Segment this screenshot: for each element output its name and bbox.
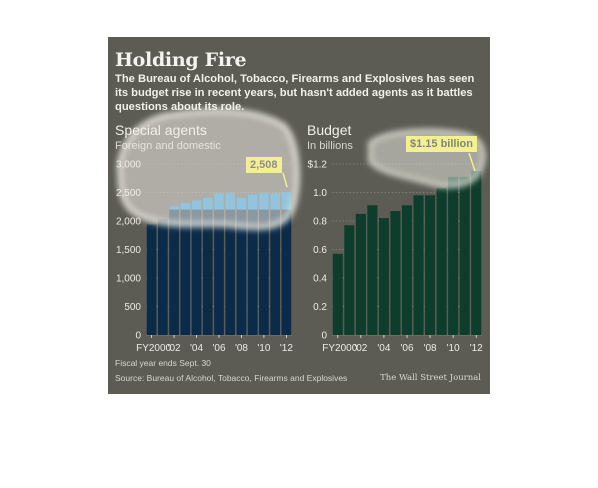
x-tick-label: '06 (400, 343, 413, 354)
bar (169, 206, 179, 335)
x-tick-label: '12 (280, 343, 293, 354)
bar (448, 176, 459, 335)
bar (355, 213, 366, 335)
bar (378, 218, 389, 335)
bar (344, 225, 355, 335)
y-tick-label: 500 (124, 302, 141, 313)
budget-callout: $1.15 billion (406, 136, 477, 152)
bar (436, 188, 447, 335)
x-tick-label: '02 (168, 343, 181, 354)
bar (146, 224, 157, 335)
y-tick-label: 0.8 (313, 217, 327, 228)
budget-callout-pointer (468, 152, 476, 172)
x-tick-label: '10 (257, 343, 270, 354)
bar (390, 211, 401, 335)
bar (367, 205, 378, 335)
bar (281, 192, 292, 335)
x-tick-label: '04 (190, 343, 203, 354)
y-tick-label: 0.2 (313, 302, 327, 313)
x-tick-label: '10 (447, 343, 460, 354)
y-tick-label: 1,500 (116, 245, 141, 256)
bar (459, 176, 470, 335)
x-tick-label: '04 (377, 343, 390, 354)
y-tick-label: 1,000 (116, 274, 141, 285)
bar (270, 193, 281, 335)
bar (225, 193, 236, 335)
x-tick-label: '02 (354, 343, 367, 354)
bar (191, 200, 202, 335)
bar (247, 194, 258, 335)
y-tick-label: 0.6 (313, 245, 327, 256)
budget-chart-subtitle: In billions (307, 140, 353, 152)
page-subtitle: The Bureau of Alcohol, Tobacco, Firearms… (115, 73, 475, 113)
chart-card: Holding Fire The Bureau of Alcohol, Toba… (108, 37, 490, 394)
bar (214, 193, 224, 335)
bar (259, 193, 269, 335)
publisher-credit: The Wall Street Journal (380, 373, 481, 383)
budget-chart-title: Budget (307, 122, 352, 138)
bar (413, 195, 424, 335)
x-tick-label: '06 (212, 343, 225, 354)
bar (471, 171, 482, 335)
page-title: Holding Fire (115, 49, 247, 71)
y-tick-label: $1.2 (308, 160, 328, 171)
budget-chart: 0 0.2 0.4 0.6 0.8 1.0 $1.2 FY2000'02 '04 '06 '08 '1… (308, 152, 483, 354)
y-tick-label: 1.0 (313, 188, 327, 199)
bar (180, 202, 191, 335)
x-tick-label: '08 (424, 343, 437, 354)
x-tick-label: '12 (470, 343, 483, 354)
y-tick-label: 0.4 (313, 274, 327, 285)
bar (157, 219, 168, 335)
y-tick-label: 0 (321, 331, 327, 342)
x-tick-label: FY2000 (322, 343, 357, 354)
agents-callout: 2,508 (246, 157, 282, 173)
fiscal-year-note: Fiscal year ends Sept. 30 (115, 358, 211, 368)
bar (425, 195, 436, 335)
y-tick-label: 0 (135, 331, 141, 342)
bar (332, 253, 343, 335)
bar (202, 197, 213, 335)
x-tick-label: FY2000 (136, 343, 171, 354)
bar (236, 197, 247, 335)
x-tick-label: '08 (235, 343, 248, 354)
source-note: Source: Bureau of Alcohol, Tobacco, Fire… (115, 373, 348, 383)
bar (401, 205, 413, 335)
